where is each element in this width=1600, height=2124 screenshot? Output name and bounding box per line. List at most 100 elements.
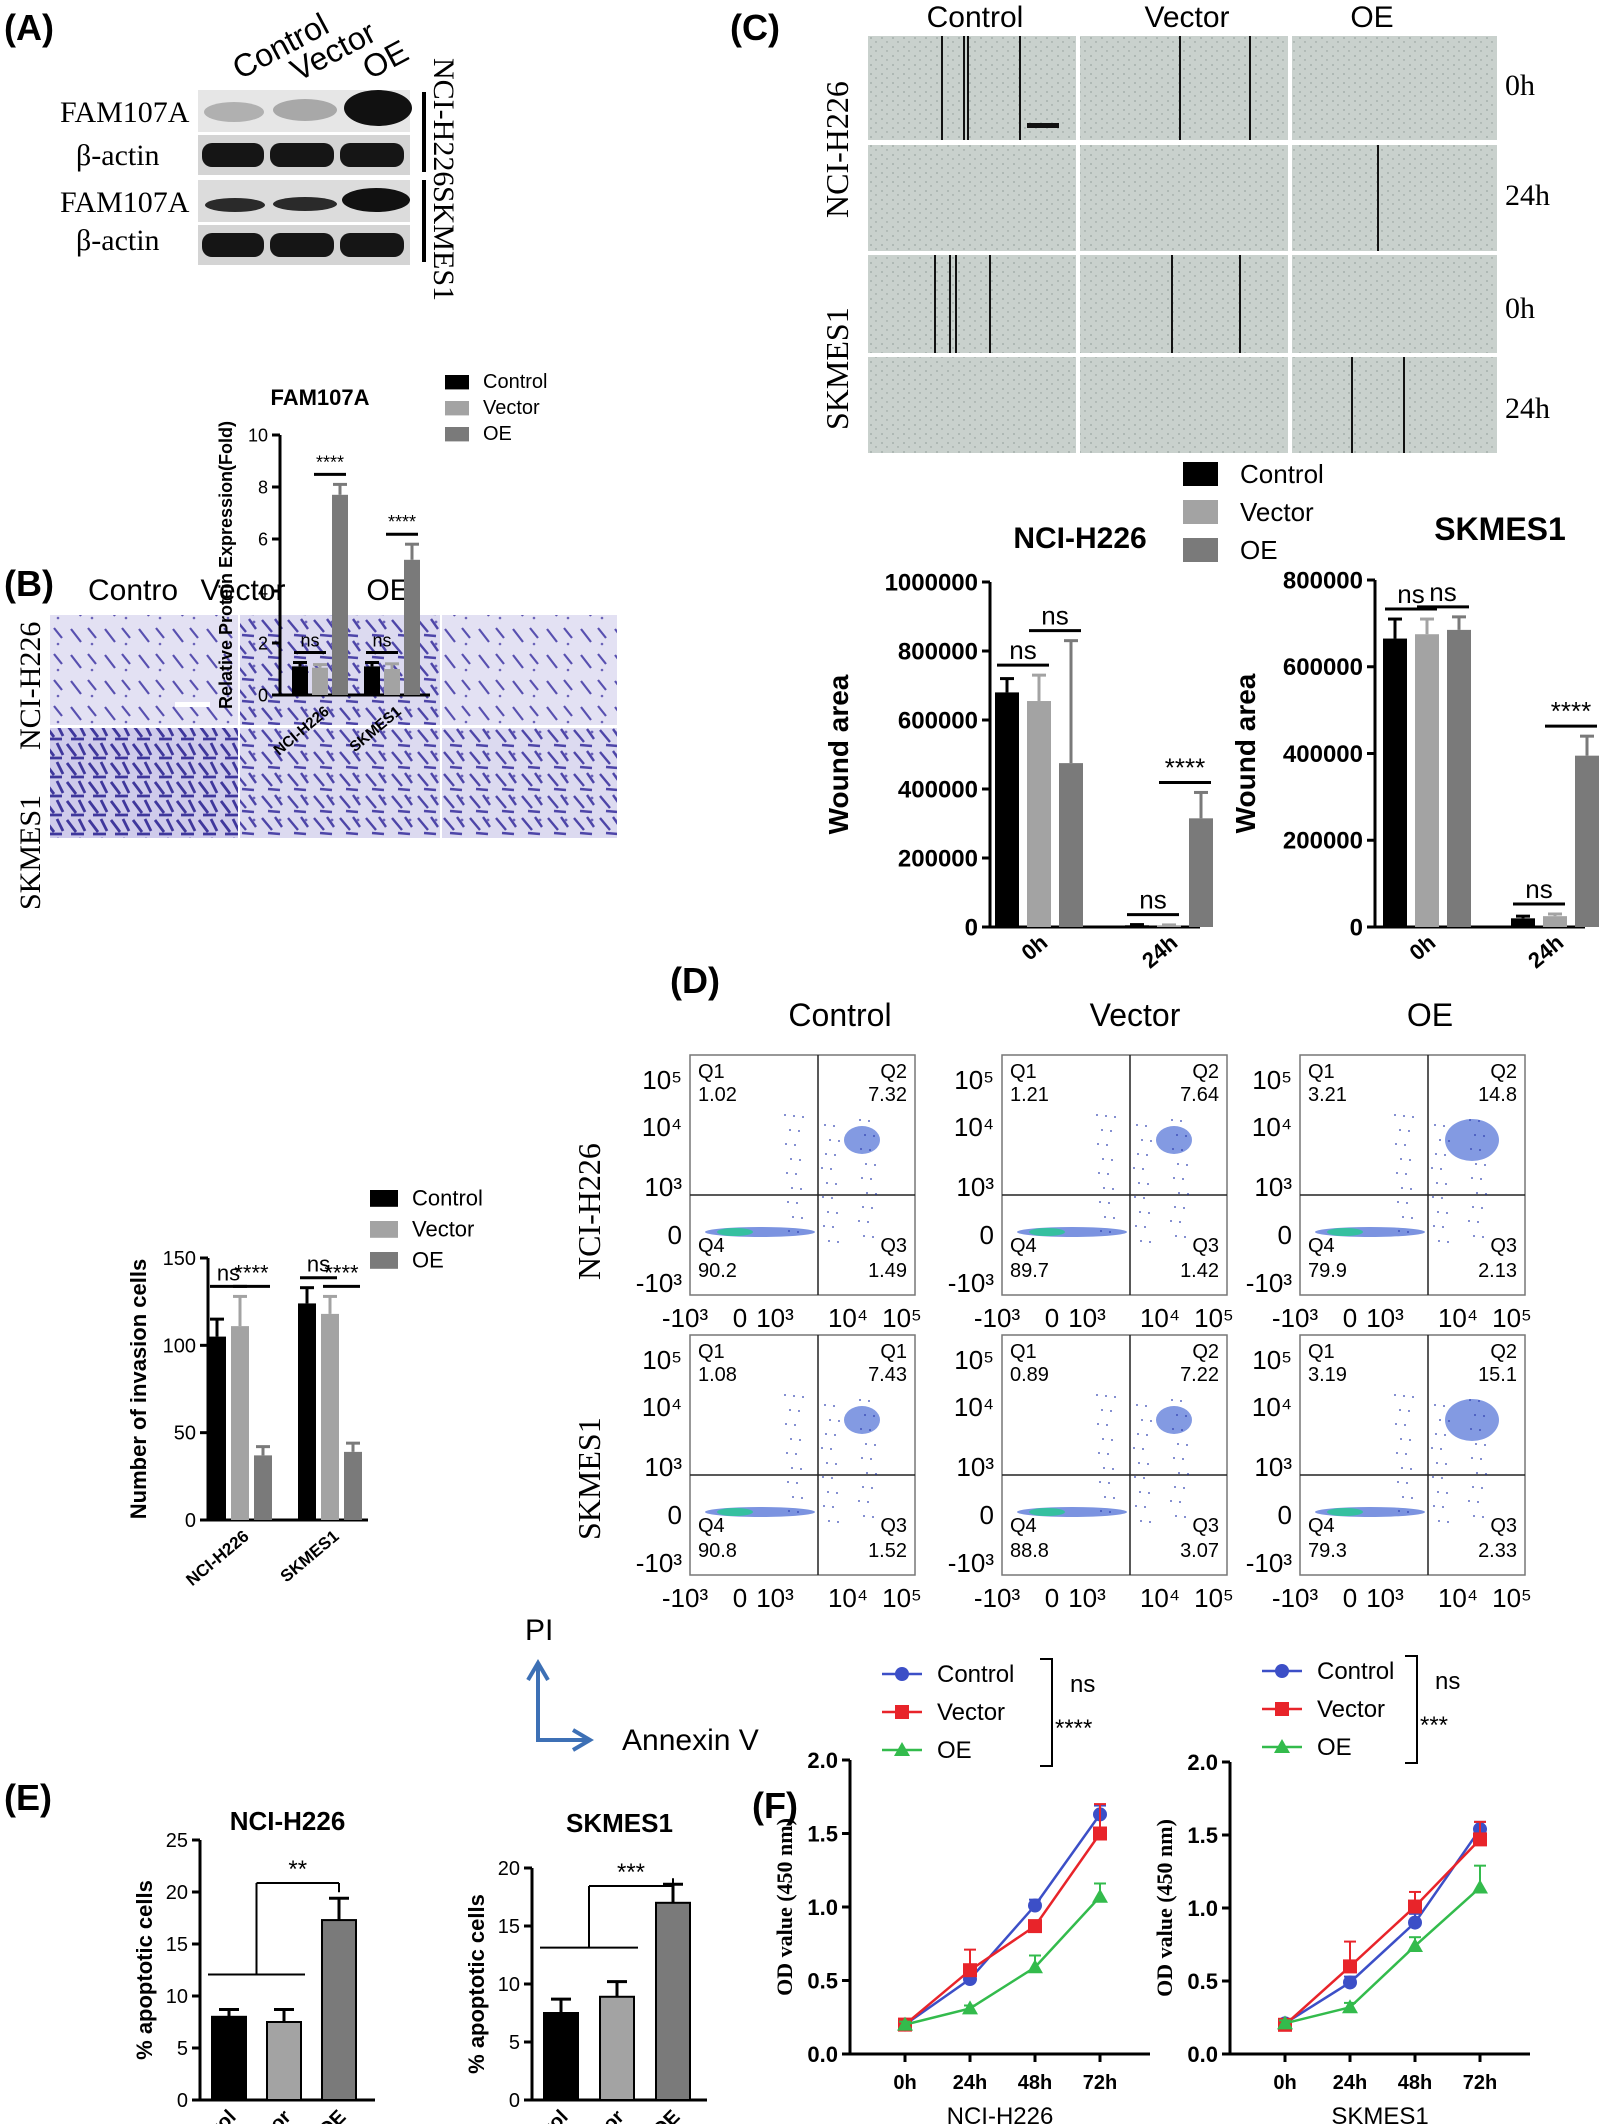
cell-event xyxy=(821,1447,823,1449)
cell-event xyxy=(1396,1172,1398,1174)
cell-event xyxy=(858,1220,860,1222)
cell-event xyxy=(1468,1220,1470,1222)
flow-ytick: 10³ xyxy=(644,1172,682,1202)
chart-title: SKMES1 xyxy=(1434,511,1566,547)
cell-event xyxy=(1401,1187,1403,1189)
y-tick-label: 5 xyxy=(177,2038,188,2060)
quadrant-value: 7.22 xyxy=(1180,1364,1219,1386)
quadrant-value: 2.33 xyxy=(1478,1540,1517,1562)
legend-marker xyxy=(1275,1664,1289,1678)
cell-event xyxy=(1398,1230,1400,1232)
y-tick-label: 200000 xyxy=(898,845,978,872)
flow-xtick: 10³ xyxy=(756,1303,794,1333)
cell-event xyxy=(1480,1458,1482,1460)
cell-event xyxy=(1472,1206,1474,1208)
cell-event xyxy=(1150,1420,1152,1422)
bar-oe xyxy=(254,1455,272,1520)
cell-event xyxy=(835,1463,837,1465)
cell-event xyxy=(1401,1467,1403,1469)
cell-event xyxy=(822,1476,824,1478)
cell-event xyxy=(865,1443,867,1445)
cell-event xyxy=(1175,1515,1177,1517)
cell-event xyxy=(1448,1420,1450,1422)
significance-label: ns xyxy=(217,1260,240,1285)
cell-event xyxy=(790,1438,792,1440)
cell-cluster-apoptotic xyxy=(844,1406,880,1434)
cell-event xyxy=(785,1143,787,1145)
series-line-vector xyxy=(1284,1838,1481,2026)
y-tick-label: 400000 xyxy=(1283,741,1363,768)
flow-ytick: 10⁵ xyxy=(1252,1065,1292,1095)
flow-xtick: -10³ xyxy=(1272,1303,1319,1333)
x-tick-label: 0h xyxy=(1016,930,1052,966)
y-tick-label: 0 xyxy=(258,685,268,705)
cell-event xyxy=(1479,1149,1481,1151)
quadrant-value: 1.08 xyxy=(698,1364,737,1386)
quadrant-value: 1.42 xyxy=(1180,1260,1219,1282)
cell-cluster-core xyxy=(1029,1228,1065,1236)
cell-event xyxy=(826,1462,828,1464)
legend-label: OE xyxy=(412,1247,444,1272)
scr-time-1: 0h xyxy=(1505,69,1535,102)
cell-event xyxy=(1112,1468,1114,1470)
quadrant-label: Q1 xyxy=(880,1341,907,1363)
cell-event xyxy=(1474,1414,1476,1416)
cell-event xyxy=(835,1183,837,1185)
cell-event xyxy=(823,1225,825,1227)
legend-label: OE xyxy=(1317,1734,1352,1761)
x-tick-label: Vector xyxy=(570,2106,629,2124)
y-axis-label: Relative Protein Expression(Fold) xyxy=(216,421,236,709)
cell-event xyxy=(1174,1206,1176,1208)
blot-row-fam107a-1: FAM107A xyxy=(60,96,190,129)
legend-label: Vector xyxy=(1317,1696,1385,1723)
cell-event xyxy=(1138,1462,1140,1464)
legend-label: Vector xyxy=(483,397,540,419)
cell-event xyxy=(791,1187,793,1189)
cell-event xyxy=(1442,1506,1444,1508)
y-tick-label: 200000 xyxy=(1283,828,1363,855)
cell-event xyxy=(1170,1220,1172,1222)
cell-event xyxy=(1476,1472,1478,1474)
cell-event xyxy=(872,1516,874,1518)
flow-xtick: 10⁴ xyxy=(1438,1583,1478,1613)
cell-event xyxy=(1432,1476,1434,1478)
quadrant-value: 1.49 xyxy=(868,1260,907,1282)
cell-cluster-core xyxy=(1327,1508,1363,1516)
x-tick-label: 24h xyxy=(1333,2072,1367,2094)
cell-event xyxy=(1396,1452,1398,1454)
flow-xtick: 10³ xyxy=(1366,1303,1404,1333)
cell-event xyxy=(1104,1216,1106,1218)
cell-event xyxy=(1445,1183,1447,1185)
legend-c: Control Vector OE xyxy=(1183,459,1324,565)
bar-oe xyxy=(655,1901,691,2102)
blot-band xyxy=(340,233,404,257)
series-line-control xyxy=(904,1813,1102,2026)
cell-event xyxy=(1399,1409,1401,1411)
cell-event xyxy=(1437,1211,1439,1213)
cell-event xyxy=(822,1196,824,1198)
scratch-image xyxy=(1080,145,1288,251)
flow-ytick: -10³ xyxy=(636,1268,683,1298)
cell-event xyxy=(792,1496,794,1498)
cell-event xyxy=(869,1429,871,1431)
cell-event xyxy=(1178,1472,1180,1474)
cell-event xyxy=(1482,1236,1484,1238)
y-axis-label: Wound area xyxy=(1230,673,1261,833)
cell-event xyxy=(838,1420,840,1422)
bar-control xyxy=(364,666,380,695)
cell-event xyxy=(1106,1144,1108,1146)
cell-event xyxy=(1402,1216,1404,1218)
cell-event xyxy=(1149,1241,1151,1243)
panel-label-e: (E) xyxy=(4,1777,52,1818)
scratch-image xyxy=(1080,357,1288,453)
data-point-oe xyxy=(1472,1879,1488,1894)
cell-event xyxy=(830,1168,832,1170)
cell-event xyxy=(1410,1188,1412,1190)
cell-event xyxy=(1473,1515,1475,1517)
bar-control xyxy=(298,1303,316,1520)
legend-label: Vector xyxy=(412,1216,474,1241)
quadrant-value: 79.3 xyxy=(1308,1540,1347,1562)
cell-event xyxy=(1470,1148,1472,1150)
cell-event xyxy=(1407,1231,1409,1233)
